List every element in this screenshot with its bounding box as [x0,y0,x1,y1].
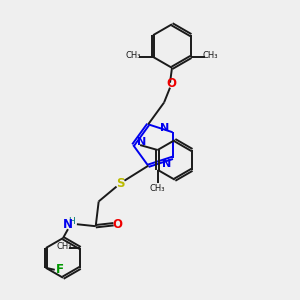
Text: N: N [160,123,169,133]
Text: H: H [69,217,75,226]
Text: CH₃: CH₃ [126,52,141,61]
Text: O: O [166,77,176,90]
Text: S: S [116,177,125,190]
Text: CH₃: CH₃ [57,242,72,250]
Text: N: N [63,218,73,231]
Text: CH₃: CH₃ [203,52,218,61]
Text: F: F [56,263,64,276]
Text: CH₃: CH₃ [150,184,165,193]
Text: N: N [137,137,147,147]
Text: O: O [112,218,122,231]
Text: N: N [162,159,171,169]
